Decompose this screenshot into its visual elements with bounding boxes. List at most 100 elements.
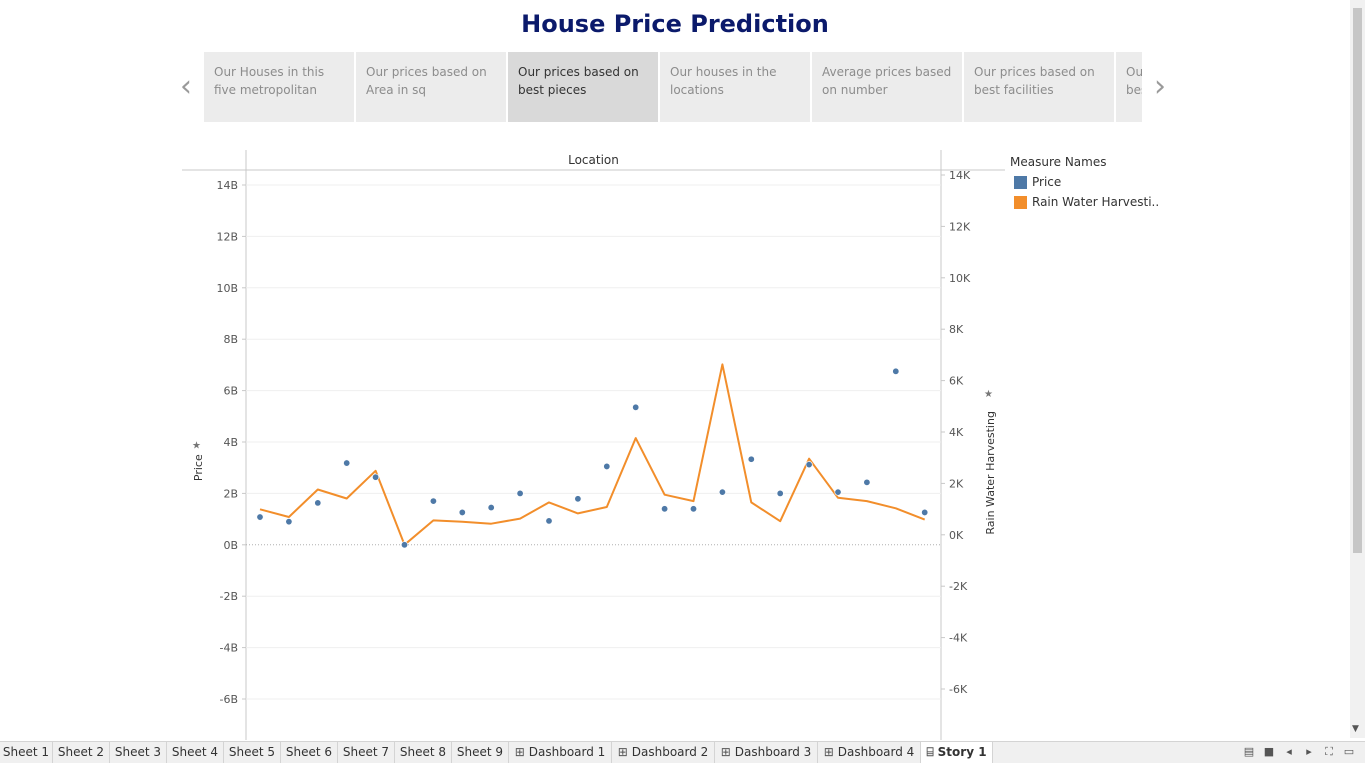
tab-sheet-5[interactable]: Sheet 5 bbox=[224, 742, 281, 763]
column-header-location: Location bbox=[568, 153, 619, 167]
story-point-5[interactable]: Average prices based on number bbox=[812, 52, 962, 122]
fill-square-icon[interactable]: ■ bbox=[1263, 745, 1275, 758]
price-point bbox=[747, 455, 755, 463]
price-point bbox=[661, 505, 669, 513]
tab-label: Sheet 8 bbox=[399, 745, 447, 759]
story-title: House Price Prediction bbox=[521, 10, 829, 38]
right-tick-label: -4K bbox=[949, 632, 968, 645]
tab-label: Sheet 9 bbox=[456, 745, 504, 759]
tab-label: Dashboard 1 bbox=[528, 745, 606, 759]
prev-sheet-icon[interactable]: ◂ bbox=[1286, 745, 1292, 758]
price-point bbox=[314, 499, 322, 507]
tab-dashboard-4[interactable]: ⊞ Dashboard 4 bbox=[818, 742, 921, 763]
price-point bbox=[776, 489, 784, 497]
right-tick-label: 0K bbox=[949, 529, 964, 542]
tab-dashboard-1[interactable]: ⊞ Dashboard 1 bbox=[509, 742, 612, 763]
right-tick-label: 12K bbox=[949, 220, 971, 233]
price-point bbox=[400, 541, 408, 549]
next-sheet-icon[interactable]: ▸ bbox=[1306, 745, 1312, 758]
price-point bbox=[516, 489, 524, 497]
tab-sheet-6[interactable]: Sheet 6 bbox=[281, 742, 338, 763]
left-tick-label: -6B bbox=[219, 693, 238, 706]
present-icon[interactable]: ▭ bbox=[1343, 745, 1355, 758]
left-tick-label: 12B bbox=[216, 230, 238, 243]
price-point bbox=[632, 403, 640, 411]
price-point bbox=[429, 497, 437, 505]
price-point bbox=[718, 488, 726, 496]
price-point bbox=[921, 508, 929, 516]
price-point bbox=[863, 478, 871, 486]
tab-sheet-1[interactable]: Sheet 1 bbox=[0, 742, 53, 763]
tab-controls: ▤ ■ ◂ ▸ ⛶ ▭ bbox=[1237, 745, 1357, 759]
scroll-down-arrow-icon[interactable]: ▼ bbox=[1352, 724, 1359, 734]
legend-label-price: Price bbox=[1032, 175, 1062, 189]
tab-sheet-2[interactable]: Sheet 2 bbox=[53, 742, 110, 763]
tab-sheet-9[interactable]: Sheet 9 bbox=[452, 742, 509, 763]
story-point-4[interactable]: Our houses in the locations bbox=[660, 52, 810, 122]
grid-view-icon[interactable]: ▤ bbox=[1243, 745, 1255, 758]
price-point bbox=[574, 495, 582, 503]
pin-icon: ★ bbox=[192, 441, 201, 452]
right-tick-label: 8K bbox=[949, 323, 964, 336]
tab-label: Sheet 7 bbox=[342, 745, 390, 759]
dashboard-grid-icon: ⊞ bbox=[823, 745, 834, 759]
price-point bbox=[689, 505, 697, 513]
left-tick-label: 4B bbox=[223, 436, 238, 449]
legend-label-rain-water: Rain Water Harvesti.. bbox=[1032, 195, 1160, 209]
tab-label: Sheet 5 bbox=[228, 745, 276, 759]
story-point-1[interactable]: Our Houses in this five metropolitan bbox=[204, 52, 354, 122]
tab-dashboard-3[interactable]: ⊞ Dashboard 3 bbox=[715, 742, 818, 763]
legend-item-rain-water[interactable]: Rain Water Harvesti.. bbox=[1010, 195, 1159, 215]
price-point bbox=[372, 473, 380, 481]
tab-label: Sheet 4 bbox=[171, 745, 219, 759]
price-point bbox=[343, 459, 351, 467]
right-axis-title: Rain Water Harvesting bbox=[984, 411, 997, 535]
story-point-7[interactable]: Our prices based on best bbox=[1116, 52, 1142, 122]
price-point bbox=[285, 518, 293, 526]
tab-label: Story 1 bbox=[937, 745, 987, 759]
dashboard-grid-icon: ⊞ bbox=[617, 745, 628, 759]
chevron-left-icon[interactable]: ‹ bbox=[180, 69, 192, 104]
price-point bbox=[805, 461, 813, 469]
tab-story-1[interactable]: ⌸ Story 1 bbox=[921, 742, 993, 763]
fullscreen-icon[interactable]: ⛶ bbox=[1325, 745, 1333, 758]
tab-label: Sheet 3 bbox=[114, 745, 162, 759]
right-tick-label: 10K bbox=[949, 272, 971, 285]
legend-swatch-price bbox=[1014, 176, 1027, 189]
vertical-scrollbar[interactable]: ▼ bbox=[1350, 0, 1365, 738]
left-tick-label: -4B bbox=[219, 642, 238, 655]
tab-label: Dashboard 2 bbox=[631, 745, 709, 759]
tab-sheet-3[interactable]: Sheet 3 bbox=[110, 742, 167, 763]
dashboard-grid-icon: ⊞ bbox=[514, 745, 525, 759]
story-point-3[interactable]: Our prices based on best pieces bbox=[508, 52, 658, 122]
price-point bbox=[892, 367, 900, 375]
pin-icon: ★ bbox=[984, 389, 993, 400]
story-point-6[interactable]: Our prices based on best facilities bbox=[964, 52, 1114, 122]
sheet-tab-bar: ▤ ■ ◂ ▸ ⛶ ▭ Sheet 1 Sheet 2 Sheet 3 Sheet 4 Sheet… bbox=[0, 741, 1365, 763]
tab-sheet-8[interactable]: Sheet 8 bbox=[395, 742, 452, 763]
tab-sheet-4[interactable]: Sheet 4 bbox=[167, 742, 224, 763]
left-tick-label: 10B bbox=[216, 282, 238, 295]
left-axis-title: Price bbox=[192, 454, 205, 481]
right-tick-label: -2K bbox=[949, 580, 968, 593]
tab-dashboard-2[interactable]: ⊞ Dashboard 2 bbox=[612, 742, 715, 763]
chevron-right-icon[interactable]: › bbox=[1154, 69, 1166, 104]
price-point bbox=[487, 504, 495, 512]
story-points-navigator: Our Houses in this five metropolitan Our … bbox=[204, 52, 1142, 122]
price-point bbox=[545, 517, 553, 525]
price-point bbox=[834, 488, 842, 496]
tab-label: Dashboard 4 bbox=[837, 745, 915, 759]
left-tick-label: 0B bbox=[223, 539, 238, 552]
scrollbar-thumb[interactable] bbox=[1353, 8, 1362, 553]
right-tick-label: -6K bbox=[949, 683, 968, 696]
price-point bbox=[256, 513, 264, 521]
tab-sheet-7[interactable]: Sheet 7 bbox=[338, 742, 395, 763]
dual-axis-chart: Location 14B 12B 10B 8B 6B 4B 2B 0B -2B -4B -6B 14K 1… bbox=[182, 150, 1005, 740]
left-tick-label: 2B bbox=[223, 487, 238, 500]
tab-label: Dashboard 3 bbox=[734, 745, 812, 759]
story-point-2[interactable]: Our prices based on Area in sq bbox=[356, 52, 506, 122]
right-tick-label: 6K bbox=[949, 375, 964, 388]
tab-label: Sheet 2 bbox=[57, 745, 105, 759]
legend-item-price[interactable]: Price bbox=[1010, 175, 1159, 195]
